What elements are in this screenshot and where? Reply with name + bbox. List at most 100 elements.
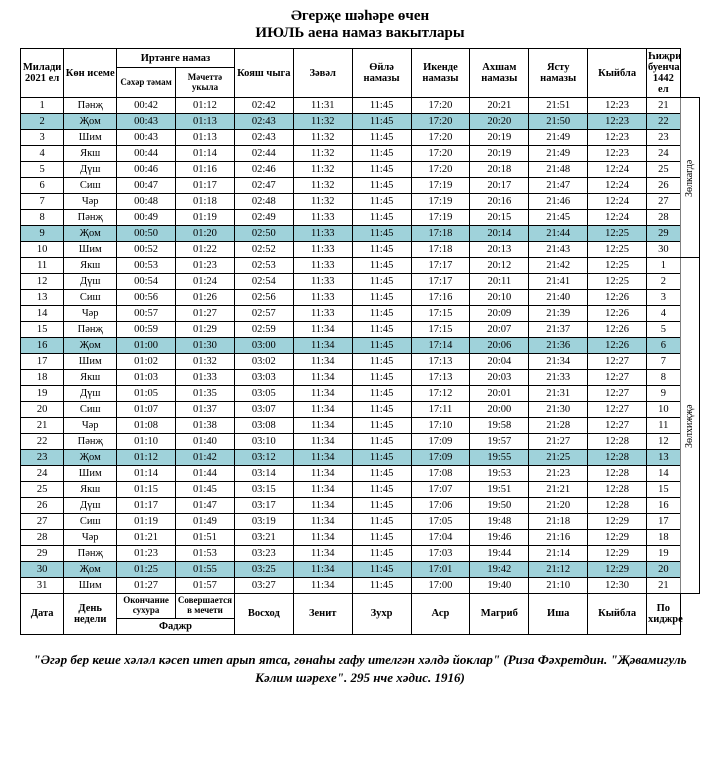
cell-day: 30 — [21, 562, 64, 578]
cell-time-5: 17:19 — [411, 194, 470, 210]
cell-hijri: 6 — [647, 338, 681, 354]
title-line-2: ИЮЛЬ аена намаз вакытлары — [8, 25, 712, 42]
cell-time-3: 11:34 — [293, 418, 352, 434]
cell-time-1: 01:57 — [176, 578, 235, 594]
hdr-miladi: Милади 2021 ел — [21, 49, 64, 98]
cell-time-3: 11:34 — [293, 578, 352, 594]
cell-time-6: 20:04 — [470, 354, 529, 370]
cell-time-4: 11:45 — [352, 370, 411, 386]
cell-dow: Җом — [64, 562, 117, 578]
cell-dow: Пәнҗ — [64, 322, 117, 338]
table-row: 6Сиш00:4701:1702:4711:3211:4517:1920:172… — [21, 178, 700, 194]
cell-dow: Якш — [64, 258, 117, 274]
cell-time-8: 12:27 — [588, 386, 647, 402]
cell-time-2: 03:12 — [234, 450, 293, 466]
cell-hijri: 23 — [647, 130, 681, 146]
cell-time-1: 01:32 — [176, 354, 235, 370]
cell-time-0: 01:23 — [117, 546, 176, 562]
cell-dow: Дүш — [64, 498, 117, 514]
cell-time-7: 21:37 — [529, 322, 588, 338]
title-line-1: Әгерҗе шәһәре өчен — [8, 8, 712, 25]
cell-time-7: 21:30 — [529, 402, 588, 418]
ftr-in-mosque: Совершается в мечети — [176, 594, 235, 619]
cell-time-1: 01:42 — [176, 450, 235, 466]
cell-time-5: 17:20 — [411, 114, 470, 130]
cell-time-7: 21:39 — [529, 306, 588, 322]
cell-time-5: 17:20 — [411, 98, 470, 114]
cell-time-5: 17:20 — [411, 162, 470, 178]
cell-time-8: 12:23 — [588, 114, 647, 130]
cell-dow: Дүш — [64, 274, 117, 290]
cell-time-2: 03:07 — [234, 402, 293, 418]
cell-time-2: 02:57 — [234, 306, 293, 322]
cell-time-3: 11:32 — [293, 114, 352, 130]
cell-time-6: 20:06 — [470, 338, 529, 354]
cell-time-6: 19:48 — [470, 514, 529, 530]
table-row: 11Якш00:5301:2302:5311:3311:4517:1720:12… — [21, 258, 700, 274]
table-row: 15Пәнҗ00:5901:2902:5911:3411:4517:1520:0… — [21, 322, 700, 338]
cell-time-2: 02:43 — [234, 130, 293, 146]
table-row: 2Җом00:4301:1302:4311:3211:4517:2020:202… — [21, 114, 700, 130]
cell-time-4: 11:45 — [352, 546, 411, 562]
cell-time-5: 17:08 — [411, 466, 470, 482]
ftr-zuhr: Зухр — [352, 594, 411, 635]
cell-dow: Шим — [64, 242, 117, 258]
cell-time-7: 21:16 — [529, 530, 588, 546]
cell-day: 26 — [21, 498, 64, 514]
cell-time-3: 11:33 — [293, 306, 352, 322]
cell-hijri: 30 — [647, 242, 681, 258]
cell-time-4: 11:45 — [352, 306, 411, 322]
cell-time-3: 11:33 — [293, 274, 352, 290]
cell-time-2: 03:21 — [234, 530, 293, 546]
table-row: 27Сиш01:1901:4903:1911:3411:4517:0519:48… — [21, 514, 700, 530]
table-row: 1Пәнҗ00:4201:1202:4211:3111:4517:2020:21… — [21, 98, 700, 114]
cell-time-6: 20:00 — [470, 402, 529, 418]
cell-time-1: 01:40 — [176, 434, 235, 450]
cell-time-4: 11:45 — [352, 498, 411, 514]
cell-dow: Якш — [64, 146, 117, 162]
cell-time-3: 11:34 — [293, 370, 352, 386]
cell-time-8: 12:27 — [588, 402, 647, 418]
cell-day: 10 — [21, 242, 64, 258]
cell-time-0: 01:15 — [117, 482, 176, 498]
cell-time-4: 11:45 — [352, 514, 411, 530]
cell-time-6: 20:12 — [470, 258, 529, 274]
cell-time-3: 11:33 — [293, 226, 352, 242]
cell-time-5: 17:15 — [411, 306, 470, 322]
cell-day: 21 — [21, 418, 64, 434]
cell-day: 14 — [21, 306, 64, 322]
cell-dow: Чәр — [64, 306, 117, 322]
cell-dow: Җом — [64, 338, 117, 354]
cell-time-4: 11:45 — [352, 210, 411, 226]
hdr-spacer — [680, 49, 699, 98]
cell-time-2: 03:19 — [234, 514, 293, 530]
cell-time-3: 11:34 — [293, 482, 352, 498]
table-row: 13Сиш00:5601:2602:5611:3311:4517:1620:10… — [21, 290, 700, 306]
cell-time-8: 12:26 — [588, 306, 647, 322]
cell-time-8: 12:28 — [588, 450, 647, 466]
cell-time-1: 01:29 — [176, 322, 235, 338]
cell-time-8: 12:24 — [588, 178, 647, 194]
cell-time-2: 02:49 — [234, 210, 293, 226]
cell-time-8: 12:28 — [588, 498, 647, 514]
cell-time-6: 19:46 — [470, 530, 529, 546]
cell-time-1: 01:17 — [176, 178, 235, 194]
table-row: 19Дүш01:0501:3503:0511:3411:4517:1220:01… — [21, 386, 700, 402]
cell-time-6: 20:03 — [470, 370, 529, 386]
cell-time-5: 17:19 — [411, 178, 470, 194]
cell-time-8: 12:24 — [588, 162, 647, 178]
cell-time-0: 00:46 — [117, 162, 176, 178]
cell-day: 9 — [21, 226, 64, 242]
cell-time-6: 19:42 — [470, 562, 529, 578]
cell-hijri: 29 — [647, 226, 681, 242]
cell-time-7: 21:33 — [529, 370, 588, 386]
cell-day: 6 — [21, 178, 64, 194]
hdr-sahar: Сәхәр тәмам — [117, 68, 176, 98]
cell-day: 3 — [21, 130, 64, 146]
cell-time-0: 00:44 — [117, 146, 176, 162]
cell-time-3: 11:31 — [293, 98, 352, 114]
cell-time-1: 01:23 — [176, 258, 235, 274]
cell-hijri: 13 — [647, 450, 681, 466]
cell-time-7: 21:28 — [529, 418, 588, 434]
cell-time-1: 01:20 — [176, 226, 235, 242]
